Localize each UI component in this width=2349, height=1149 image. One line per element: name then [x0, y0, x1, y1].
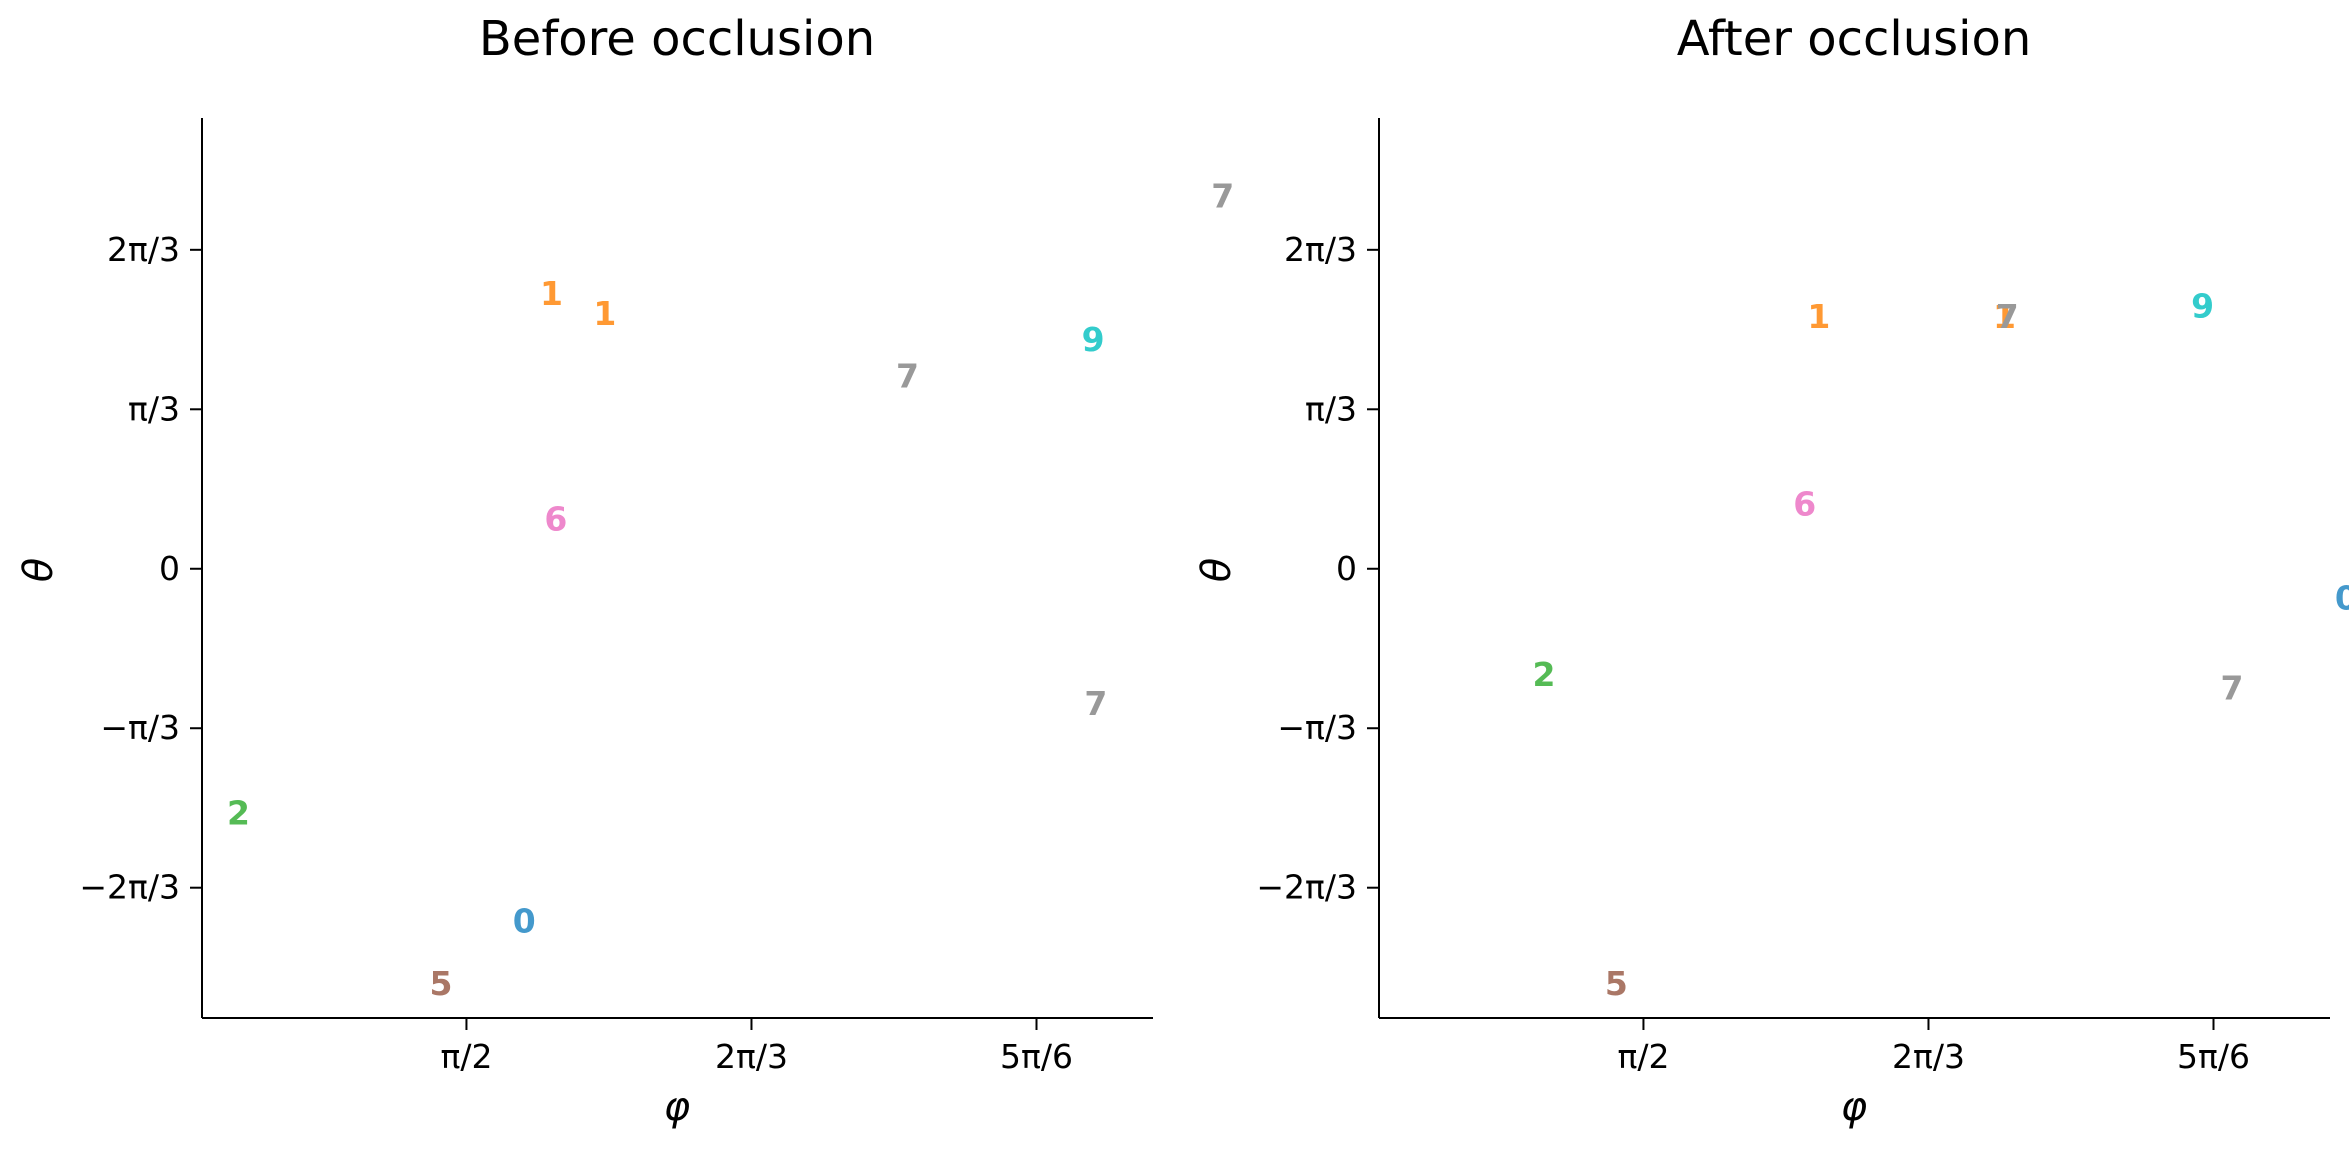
y-tick-label: π/3 — [128, 389, 180, 428]
digit-point-before: 7 — [896, 356, 919, 395]
digit-point-before: 1 — [593, 294, 616, 333]
x-axis-label-before: φ — [664, 1084, 690, 1130]
x-axis-label-after: φ — [1841, 1084, 1867, 1130]
axes-spines-after — [1378, 118, 2330, 1019]
x-tick-label: 2π/3 — [715, 1037, 788, 1076]
y-axis-label-after: θ — [1194, 558, 1240, 582]
y-ticks-before: 2π/3 π/3 0 −π/3 −2π/3 — [79, 230, 202, 907]
digit-point-before: 6 — [544, 500, 567, 539]
digit-point-before: 9 — [1082, 320, 1105, 359]
digit-point-after: 9 — [2191, 286, 2214, 325]
points-before: 7 11 9 7 6 7 2 0 5 — [227, 177, 1234, 1003]
y-tick-label: 2π/3 — [1284, 230, 1357, 269]
digit-point-before: 7 — [1084, 684, 1107, 723]
digit-point-after: 0 — [2335, 579, 2349, 618]
x-tick-label: π/2 — [440, 1037, 492, 1076]
x-tick-label: 2π/3 — [1892, 1037, 1965, 1076]
y-tick-label: 0 — [159, 549, 180, 588]
x-tick-label: 5π/6 — [1000, 1037, 1073, 1076]
y-tick-label: 0 — [1336, 549, 1357, 588]
digit-point-before: 0 — [513, 902, 536, 941]
digit-point-after: 2 — [1532, 655, 1555, 694]
digit-point-after: 1 — [1993, 297, 2016, 336]
digit-point-after: 6 — [1793, 484, 1816, 523]
digit-point-before: 7 — [1211, 177, 1234, 216]
y-tick-label: −π/3 — [1277, 708, 1357, 747]
x-tick-label: π/2 — [1617, 1037, 1669, 1076]
x-ticks-after: π/2 2π/3 5π/6 — [1617, 1018, 2250, 1076]
digit-point-before: 5 — [429, 964, 452, 1003]
digit-point-after: 1 — [1807, 297, 1830, 336]
x-ticks-before: π/2 2π/3 5π/6 — [440, 1018, 1073, 1076]
y-tick-label: 2π/3 — [107, 230, 180, 269]
y-tick-label: −2π/3 — [1256, 868, 1357, 907]
y-axis-label-before: θ — [16, 558, 62, 582]
panel-after: After occlusion φ θ 2π/3 π/3 0 −π/3 −2π/3 π/… — [1194, 11, 2349, 1130]
digit-point-after: 7 — [2221, 669, 2244, 708]
points-after: 7117960275 — [1532, 286, 2349, 1003]
y-ticks-after: 2π/3 π/3 0 −π/3 −2π/3 — [1256, 230, 1379, 907]
axes-spines-before — [201, 118, 1153, 1019]
y-tick-label: −π/3 — [100, 708, 180, 747]
digit-point-before: 2 — [227, 793, 250, 832]
y-tick-label: −2π/3 — [79, 868, 180, 907]
panel-before: Before occlusion φ θ 2π/3 π/3 0 −π/3 −2π/3 π… — [16, 11, 1234, 1130]
y-tick-label: π/3 — [1305, 389, 1357, 428]
digit-point-after: 7 — [1996, 297, 2019, 336]
digit-point-before: 1 — [540, 274, 563, 313]
chart-title-after: After occlusion — [1677, 11, 2032, 67]
x-tick-label: 5π/6 — [2177, 1037, 2250, 1076]
chart-title-before: Before occlusion — [479, 11, 875, 67]
digit-point-after: 5 — [1605, 964, 1628, 1003]
